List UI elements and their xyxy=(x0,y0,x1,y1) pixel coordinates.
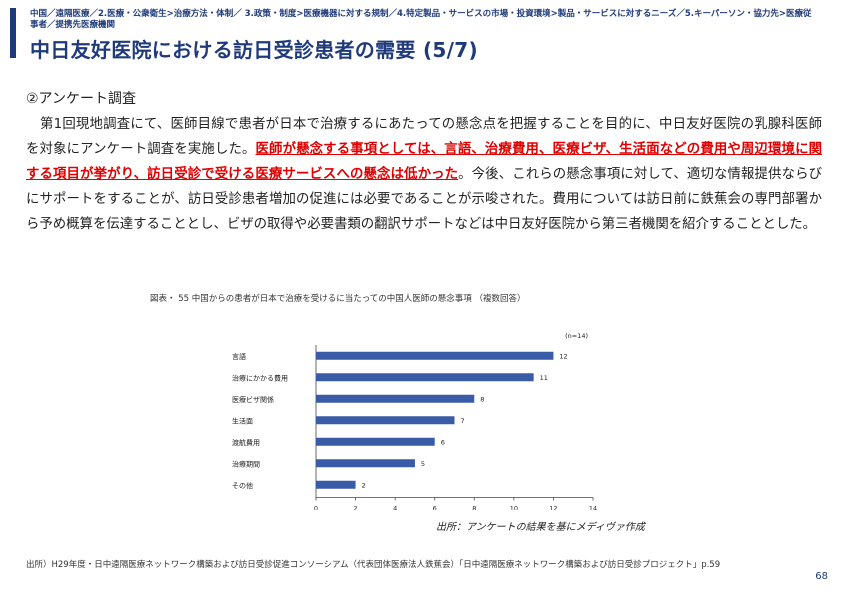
paragraph-highlight: 医師が懸念する事項としては、言語、治療費用、医療ビザ、生活面などの費用や周辺環境… xyxy=(26,142,822,182)
bar xyxy=(316,459,415,468)
data-label: 8 xyxy=(480,395,484,403)
x-tick-label: 14 xyxy=(589,505,597,511)
page-number: 68 xyxy=(815,571,828,582)
figure-caption: 図表・ 55 中国からの患者が日本で治療を受けるに当たっての中国人医師の懸念事項… xyxy=(150,294,526,304)
chart-source: 出所：アンケートの結果を基にメディヴァ作成 xyxy=(436,522,645,533)
x-tick-label: 4 xyxy=(393,505,397,511)
bar xyxy=(316,351,554,360)
body-paragraph: 第1回現地調査にて、医師目線で患者が日本で治療するにあたっての懸念点を把握するこ… xyxy=(26,112,822,237)
breadcrumb: 中国／遠隔医療／2.医療・公衆衛生>治療方法・体制／ 3.政策・制度>医療機器に… xyxy=(30,9,812,30)
paragraph-text-2: 。今後、これらの懸念事項に対して、適切な情報提供ならびにサポートをすることが、訪… xyxy=(26,167,822,232)
x-tick-label: 0 xyxy=(314,505,318,511)
paragraph-text-1: 第1回現地調査にて、医師目線で患者が日本で治療するにあたっての懸念点を把握するこ… xyxy=(26,117,822,157)
category-label: 生活面 xyxy=(232,416,253,425)
x-tick-label: 2 xyxy=(354,505,358,511)
x-tick-label: 8 xyxy=(472,505,476,511)
data-label: 6 xyxy=(441,438,445,446)
category-label: 治療期間 xyxy=(232,459,260,468)
bar xyxy=(316,373,534,382)
title-accent-bar xyxy=(10,8,16,58)
bar xyxy=(316,416,455,425)
data-label: 7 xyxy=(461,417,465,425)
footer-source: 出所）H29年度・日中遠隔医療ネットワーク構築および訪日受診促進コンソーシアム（… xyxy=(26,560,721,570)
page-title: 中日友好医院における訪日受診患者の需要 (5/7) xyxy=(30,38,478,62)
x-tick-label: 12 xyxy=(549,505,557,511)
data-label: 2 xyxy=(362,481,366,489)
section-heading: ②アンケート調査 xyxy=(26,91,136,107)
category-label: その他 xyxy=(232,481,253,490)
x-tick-label: 6 xyxy=(433,505,437,511)
category-label: 渡航費用 xyxy=(232,438,260,447)
sample-size-note: (n=14) xyxy=(565,332,588,340)
data-label: 11 xyxy=(540,374,548,382)
category-label: 医療ビザ関係 xyxy=(232,395,274,404)
x-tick-label: 10 xyxy=(510,505,518,511)
bar xyxy=(316,394,475,403)
category-label: 言語 xyxy=(232,352,246,361)
category-label: 治療にかかる費用 xyxy=(232,373,288,382)
bar xyxy=(316,437,435,446)
data-label: 5 xyxy=(421,460,425,468)
bar xyxy=(316,480,356,489)
bar-chart: (n=14) 言語 12 治療にかかる費用 11 医療ビザ関係 8 生活面 7 渡航費用 6 治療期… xyxy=(232,332,597,511)
data-label: 12 xyxy=(559,352,567,360)
